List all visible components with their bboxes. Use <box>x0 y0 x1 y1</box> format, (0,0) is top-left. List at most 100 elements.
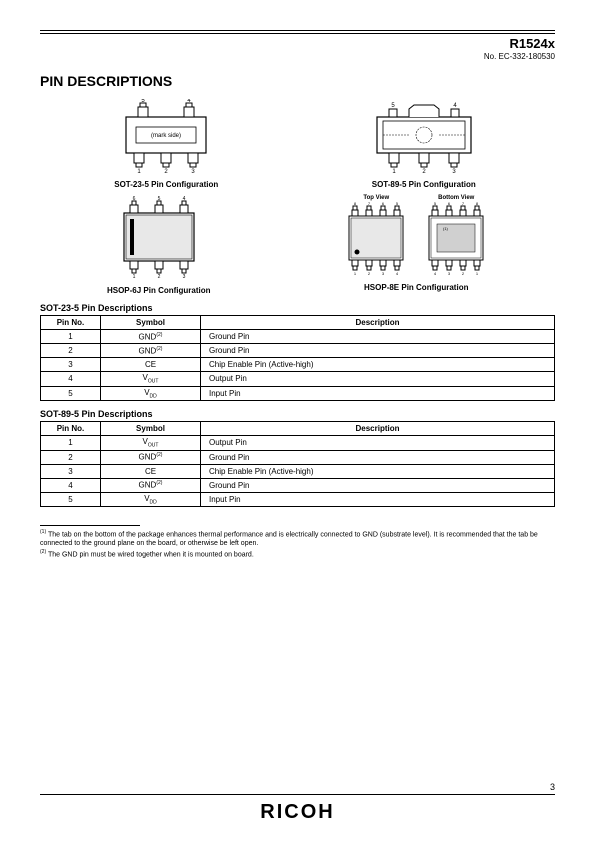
cell-desc: Output Pin <box>201 436 555 451</box>
cell-symbol: VOUT <box>101 372 201 387</box>
cell-desc: Ground Pin <box>201 478 555 492</box>
svg-text:8: 8 <box>354 202 357 206</box>
header-rule-thin <box>40 33 555 34</box>
svg-text:2: 2 <box>165 169 169 174</box>
svg-text:1: 1 <box>138 169 142 174</box>
cell-desc: Input Pin <box>201 386 555 401</box>
cell-symbol: CE <box>101 358 201 372</box>
doc-number: No. EC-332-180530 <box>40 52 555 61</box>
cell-pin: 1 <box>41 436 101 451</box>
cell-symbol: CE <box>101 464 201 478</box>
sot23-diagram: (mark side) 5 4 1 2 3 SOT-23-5 Pin Confi… <box>106 99 226 189</box>
ricoh-logo: RICOH <box>40 801 555 824</box>
table-row: 5VDDInput Pin <box>41 492 555 507</box>
sot23-label: SOT-23-5 Pin Configuration <box>106 180 226 189</box>
hsop6-label: HSOP-6J Pin Configuration <box>104 286 214 295</box>
cell-pin: 4 <box>41 372 101 387</box>
svg-text:2: 2 <box>462 271 465 276</box>
th-desc: Description <box>201 316 555 330</box>
cell-desc: Output Pin <box>201 372 555 387</box>
cell-desc: Ground Pin <box>201 330 555 344</box>
cell-pin: 2 <box>41 450 101 464</box>
svg-text:3: 3 <box>448 271 451 276</box>
cell-pin: 3 <box>41 358 101 372</box>
th-desc: Description <box>201 422 555 436</box>
table-row: 5VDDInput Pin <box>41 386 555 401</box>
svg-text:1: 1 <box>476 271 479 276</box>
cell-desc: Input Pin <box>201 492 555 507</box>
hsop8-bottom-svg: (1) 5 6 7 8 4 <box>421 202 491 277</box>
diagrams-row-1: (mark side) 5 4 1 2 3 SOT-23-5 Pin Confi… <box>40 99 555 189</box>
svg-text:6: 6 <box>382 202 385 206</box>
svg-text:3: 3 <box>382 271 385 276</box>
sot89-label: SOT-89-5 Pin Configuration <box>359 180 489 189</box>
svg-text:4: 4 <box>434 271 437 276</box>
bottom-view-label: Bottom View <box>421 195 491 201</box>
table-row: 2GND(2)Ground Pin <box>41 344 555 358</box>
table-header-row: Pin No. Symbol Description <box>41 422 555 436</box>
th-sym: Symbol <box>101 422 201 436</box>
cell-symbol: GND(2) <box>101 478 201 492</box>
hsop8-diagram: Top View 8 7 <box>341 195 491 295</box>
svg-text:6: 6 <box>132 196 135 202</box>
svg-text:6: 6 <box>448 202 451 206</box>
diagrams-row-2: 6 5 4 1 2 3 HSOP-6J Pin Configuration To… <box>40 195 555 295</box>
svg-text:3: 3 <box>192 169 196 174</box>
svg-text:4: 4 <box>453 103 457 109</box>
table-row: 3CEChip Enable Pin (Active-high) <box>41 464 555 478</box>
sot89-svg: 5 4 1 2 3 <box>359 99 489 174</box>
cell-symbol: VDD <box>101 386 201 401</box>
svg-text:4: 4 <box>182 196 185 202</box>
sot23-svg: (mark side) 5 4 1 2 3 <box>106 99 226 174</box>
table-row: 1VOUTOutput Pin <box>41 436 555 451</box>
svg-text:3: 3 <box>452 169 456 174</box>
table-row: 4GND(2)Ground Pin <box>41 478 555 492</box>
svg-text:1: 1 <box>132 274 135 280</box>
svg-text:5: 5 <box>391 103 395 109</box>
cell-desc: Chip Enable Pin (Active-high) <box>201 358 555 372</box>
cell-pin: 4 <box>41 478 101 492</box>
cell-symbol: VOUT <box>101 436 201 451</box>
footnote-1-text: The tab on the bottom of the package enh… <box>40 532 538 548</box>
hsop6-diagram: 6 5 4 1 2 3 HSOP-6J Pin Configuration <box>104 195 214 295</box>
svg-text:5: 5 <box>396 202 399 206</box>
cell-pin: 2 <box>41 344 101 358</box>
svg-text:1: 1 <box>354 271 357 276</box>
hsop8-label: HSOP-8E Pin Configuration <box>341 283 491 292</box>
cell-pin: 5 <box>41 492 101 507</box>
sot89-diagram: 5 4 1 2 3 SOT-89-5 Pin Configuration <box>359 99 489 189</box>
svg-text:1: 1 <box>392 169 396 174</box>
section-title: PIN DESCRIPTIONS <box>40 73 555 89</box>
hsop6-svg: 6 5 4 1 2 3 <box>104 195 214 280</box>
table-row: 2GND(2)Ground Pin <box>41 450 555 464</box>
sot23-table: Pin No. Symbol Description 1GND(2)Ground… <box>40 315 555 401</box>
table-row: 1GND(2)Ground Pin <box>41 330 555 344</box>
footer-rule <box>40 794 555 795</box>
svg-text:7: 7 <box>368 202 371 206</box>
cell-pin: 5 <box>41 386 101 401</box>
svg-text:2: 2 <box>157 274 160 280</box>
svg-text:4: 4 <box>396 271 399 276</box>
table-header-row: Pin No. Symbol Description <box>41 316 555 330</box>
header-rule-top <box>40 30 555 31</box>
cell-pin: 3 <box>41 464 101 478</box>
cell-desc: Ground Pin <box>201 450 555 464</box>
svg-text:5: 5 <box>434 202 437 206</box>
footnote-separator <box>40 525 140 526</box>
svg-text:3: 3 <box>182 274 185 280</box>
footnote-1: (1) The tab on the bottom of the package… <box>40 529 555 549</box>
cell-pin: 1 <box>41 330 101 344</box>
th-pin: Pin No. <box>41 422 101 436</box>
cell-desc: Chip Enable Pin (Active-high) <box>201 464 555 478</box>
cell-symbol: GND(2) <box>101 344 201 358</box>
top-view-label: Top View <box>341 195 411 201</box>
cell-symbol: GND(2) <box>101 330 201 344</box>
svg-text:(1): (1) <box>443 226 449 231</box>
part-number: R1524x <box>40 36 555 51</box>
sot89-table: Pin No. Symbol Description 1VOUTOutput P… <box>40 421 555 507</box>
cell-desc: Ground Pin <box>201 344 555 358</box>
sot89-table-title: SOT-89-5 Pin Descriptions <box>40 409 555 419</box>
svg-text:(mark side): (mark side) <box>151 133 181 139</box>
footnote-2: (2) The GND pin must be wired together w… <box>40 549 555 560</box>
cell-symbol: VDD <box>101 492 201 507</box>
